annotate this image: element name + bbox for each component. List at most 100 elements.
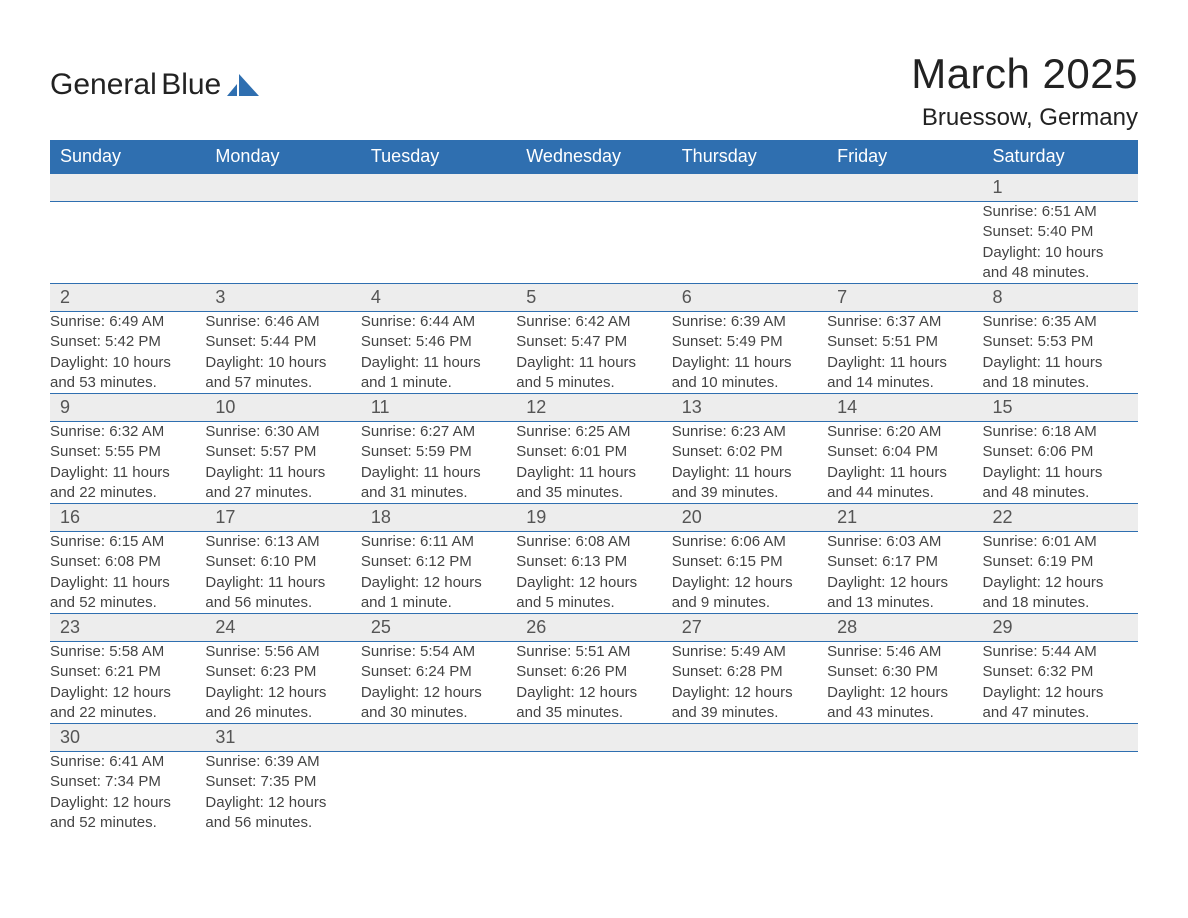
day-dl2: and 22 minutes.: [50, 703, 205, 723]
day-number-cell: 2: [50, 284, 205, 312]
calendar-week-details: Sunrise: 6:51 AMSunset: 5:40 PMDaylight:…: [50, 202, 1138, 284]
day-number-cell: [516, 724, 671, 752]
day-sunset: Sunset: 6:08 PM: [50, 552, 205, 572]
day-number-cell: 27: [672, 614, 827, 642]
day-sunset: Sunset: 7:34 PM: [50, 772, 205, 792]
day-number-cell: 21: [827, 504, 982, 532]
day-sunrise: Sunrise: 6:42 AM: [516, 312, 671, 332]
day-dl2: and 22 minutes.: [50, 483, 205, 503]
day-dl1: Daylight: 11 hours: [827, 353, 982, 373]
day-dl2: and 52 minutes.: [50, 593, 205, 613]
day-number: 11: [361, 394, 516, 421]
day-dl2: and 31 minutes.: [361, 483, 516, 503]
day-details-cell: Sunrise: 6:32 AMSunset: 5:55 PMDaylight:…: [50, 422, 205, 504]
day-number-cell: [50, 174, 205, 202]
day-sunrise: Sunrise: 6:46 AM: [205, 312, 360, 332]
day-number: 13: [672, 394, 827, 421]
day-sunset: Sunset: 5:44 PM: [205, 332, 360, 352]
day-number: 22: [983, 504, 1138, 531]
day-number: 18: [361, 504, 516, 531]
day-number: 30: [50, 724, 205, 751]
day-sunrise: Sunrise: 6:35 AM: [983, 312, 1138, 332]
day-number: 28: [827, 614, 982, 641]
day-number-cell: [672, 174, 827, 202]
day-dl2: and 5 minutes.: [516, 373, 671, 393]
day-number-cell: 12: [516, 394, 671, 422]
day-dl2: and 9 minutes.: [672, 593, 827, 613]
day-number-cell: [983, 724, 1138, 752]
day-sunrise: Sunrise: 6:13 AM: [205, 532, 360, 552]
day-details-cell: [361, 752, 516, 834]
day-details-cell: Sunrise: 5:58 AMSunset: 6:21 PMDaylight:…: [50, 642, 205, 724]
day-details-cell: Sunrise: 6:01 AMSunset: 6:19 PMDaylight:…: [983, 532, 1138, 614]
day-details-cell: Sunrise: 6:35 AMSunset: 5:53 PMDaylight:…: [983, 312, 1138, 394]
day-details-cell: Sunrise: 5:56 AMSunset: 6:23 PMDaylight:…: [205, 642, 360, 724]
day-dl1: Daylight: 11 hours: [672, 463, 827, 483]
day-dl1: Daylight: 12 hours: [205, 683, 360, 703]
calendar-week-daynums: 2345678: [50, 284, 1138, 312]
day-sunrise: Sunrise: 6:39 AM: [205, 752, 360, 772]
day-number-cell: 7: [827, 284, 982, 312]
day-number-cell: 30: [50, 724, 205, 752]
day-dl2: and 43 minutes.: [827, 703, 982, 723]
day-sunset: Sunset: 7:35 PM: [205, 772, 360, 792]
day-sunset: Sunset: 5:55 PM: [50, 442, 205, 462]
day-number: 7: [827, 284, 982, 311]
day-sunrise: Sunrise: 6:06 AM: [672, 532, 827, 552]
day-number-cell: 5: [516, 284, 671, 312]
day-number-cell: 17: [205, 504, 360, 532]
calendar-week-daynums: 23242526272829: [50, 614, 1138, 642]
day-number: 16: [50, 504, 205, 531]
weekday-header: Wednesday: [516, 140, 671, 174]
day-details-cell: Sunrise: 6:30 AMSunset: 5:57 PMDaylight:…: [205, 422, 360, 504]
day-dl2: and 18 minutes.: [983, 373, 1138, 393]
day-sunrise: Sunrise: 6:15 AM: [50, 532, 205, 552]
month-title: March 2025: [911, 50, 1138, 98]
day-sunset: Sunset: 6:26 PM: [516, 662, 671, 682]
day-sunset: Sunset: 6:17 PM: [827, 552, 982, 572]
day-sunrise: Sunrise: 6:25 AM: [516, 422, 671, 442]
day-number-cell: 8: [983, 284, 1138, 312]
day-sunrise: Sunrise: 6:39 AM: [672, 312, 827, 332]
calendar-header: SundayMondayTuesdayWednesdayThursdayFrid…: [50, 140, 1138, 174]
day-sunrise: Sunrise: 5:44 AM: [983, 642, 1138, 662]
calendar-body: 1Sunrise: 6:51 AMSunset: 5:40 PMDaylight…: [50, 174, 1138, 834]
day-details-cell: [672, 752, 827, 834]
day-number-cell: 26: [516, 614, 671, 642]
day-dl2: and 57 minutes.: [205, 373, 360, 393]
day-dl1: Daylight: 12 hours: [672, 683, 827, 703]
day-sunrise: Sunrise: 6:44 AM: [361, 312, 516, 332]
weekday-header: Monday: [205, 140, 360, 174]
day-number-cell: 15: [983, 394, 1138, 422]
day-dl2: and 13 minutes.: [827, 593, 982, 613]
day-dl1: Daylight: 12 hours: [50, 683, 205, 703]
day-dl2: and 35 minutes.: [516, 703, 671, 723]
day-dl2: and 52 minutes.: [50, 813, 205, 833]
day-details-cell: [983, 752, 1138, 834]
day-sunset: Sunset: 5:40 PM: [983, 222, 1138, 242]
day-dl1: Daylight: 11 hours: [50, 573, 205, 593]
day-number-cell: 29: [983, 614, 1138, 642]
day-dl2: and 10 minutes.: [672, 373, 827, 393]
day-sunset: Sunset: 5:46 PM: [361, 332, 516, 352]
day-sunset: Sunset: 6:15 PM: [672, 552, 827, 572]
day-dl1: Daylight: 11 hours: [827, 463, 982, 483]
day-details-cell: [516, 202, 671, 284]
day-number: 5: [516, 284, 671, 311]
calendar-week-daynums: 1: [50, 174, 1138, 202]
day-sunset: Sunset: 5:59 PM: [361, 442, 516, 462]
day-number: 12: [516, 394, 671, 421]
day-sunrise: Sunrise: 6:49 AM: [50, 312, 205, 332]
day-number: 25: [361, 614, 516, 641]
day-sunrise: Sunrise: 5:54 AM: [361, 642, 516, 662]
day-sunrise: Sunrise: 5:51 AM: [516, 642, 671, 662]
day-number: 29: [983, 614, 1138, 641]
day-number-cell: [516, 174, 671, 202]
day-number-cell: 9: [50, 394, 205, 422]
day-details-cell: Sunrise: 6:11 AMSunset: 6:12 PMDaylight:…: [361, 532, 516, 614]
day-number: 26: [516, 614, 671, 641]
location: Bruessow, Germany: [911, 104, 1138, 132]
day-details-cell: Sunrise: 6:15 AMSunset: 6:08 PMDaylight:…: [50, 532, 205, 614]
day-number-cell: [827, 174, 982, 202]
day-dl1: Daylight: 11 hours: [983, 463, 1138, 483]
